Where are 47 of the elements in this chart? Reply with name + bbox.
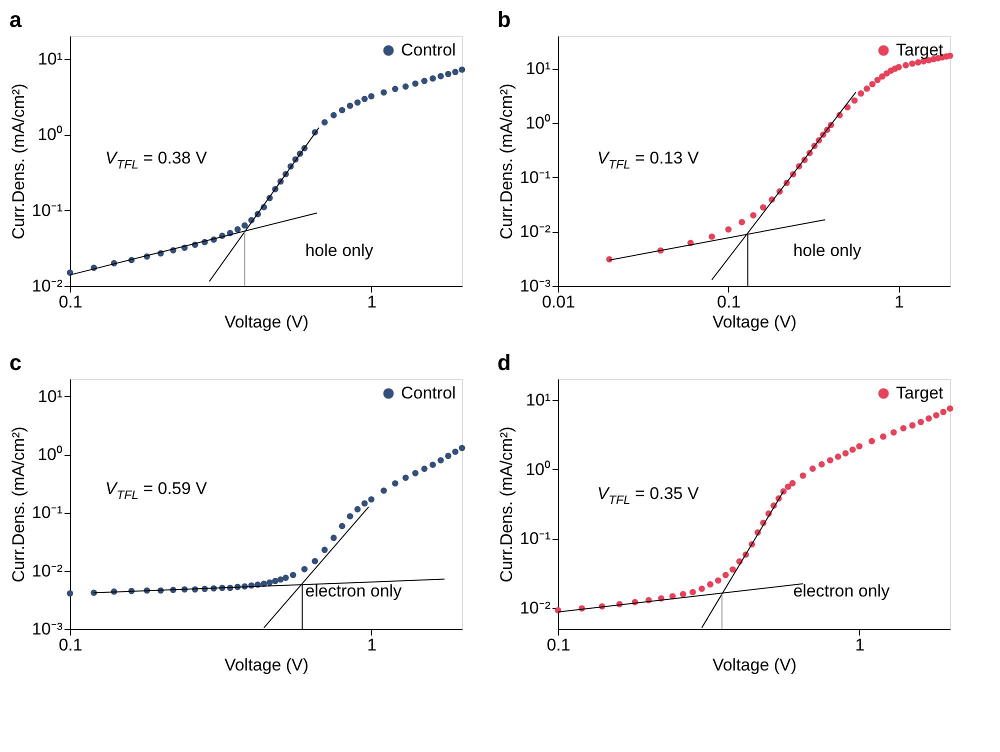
legend-label: Control: [401, 40, 456, 60]
chart-title: c: [9, 350, 22, 375]
x-tick-label: 0.1: [58, 636, 82, 654]
y-tick-label: 10¹: [526, 390, 551, 410]
legend-label: Target: [896, 384, 944, 402]
legend-label: Target: [896, 40, 944, 60]
y-tick-label: 10⁻²: [32, 561, 63, 580]
y-tick-label: 10⁰: [38, 125, 62, 144]
y-tick-label: 10¹: [38, 387, 63, 406]
x-tick-label: 0.01: [542, 292, 576, 312]
y-tick-label: 10⁻²: [32, 276, 63, 296]
y-axis-title: Curr.Dens. (mA/cm²): [496, 426, 516, 582]
y-axis-title: Curr.Dens. (mA/cm²): [8, 84, 28, 240]
chart-title: d: [497, 350, 511, 375]
y-tick-label: 10⁰: [526, 114, 550, 133]
annotation: electron only: [793, 582, 890, 600]
y-tick-label: 10⁻¹: [32, 200, 63, 220]
x-tick-label: 1: [855, 636, 865, 654]
x-axis-title: Voltage (V): [712, 656, 797, 674]
y-tick-label: 10⁻²: [520, 222, 551, 242]
x-tick-label: 0.1: [546, 636, 570, 654]
x-axis-title: Voltage (V): [224, 312, 309, 332]
x-tick-label: 0.1: [58, 292, 82, 312]
y-tick-label: 10⁻¹: [520, 529, 551, 548]
y-tick-label: 10⁰: [38, 445, 62, 464]
y-tick-label: 10⁻³: [32, 620, 63, 638]
y-tick-label: 10⁻¹: [520, 168, 551, 187]
y-axis-title: Curr.Dens. (mA/cm²): [496, 84, 516, 240]
x-axis-title: Voltage (V): [224, 656, 309, 674]
x-tick-label: 1: [367, 636, 377, 654]
chart-title: a: [9, 7, 22, 32]
chart-title: b: [497, 7, 511, 32]
x-tick-label: 1: [894, 292, 904, 312]
annotation: hole only: [305, 241, 374, 260]
y-tick-label: 10⁻²: [520, 598, 551, 618]
y-axis-title: Curr.Dens. (mA/cm²): [8, 426, 28, 582]
x-tick-label: 1: [367, 292, 377, 312]
x-tick-label: 0.1: [717, 292, 741, 312]
y-tick-label: 10¹: [38, 49, 63, 68]
y-tick-label: 10⁻³: [520, 276, 551, 296]
y-tick-label: 10⁻¹: [32, 503, 63, 522]
legend-label: Control: [401, 384, 456, 402]
y-tick-label: 10¹: [526, 59, 551, 78]
annotation: hole only: [793, 241, 862, 260]
x-axis-title: Voltage (V): [712, 312, 797, 332]
annotation: electron only: [305, 582, 402, 600]
y-tick-label: 10⁰: [526, 460, 550, 479]
